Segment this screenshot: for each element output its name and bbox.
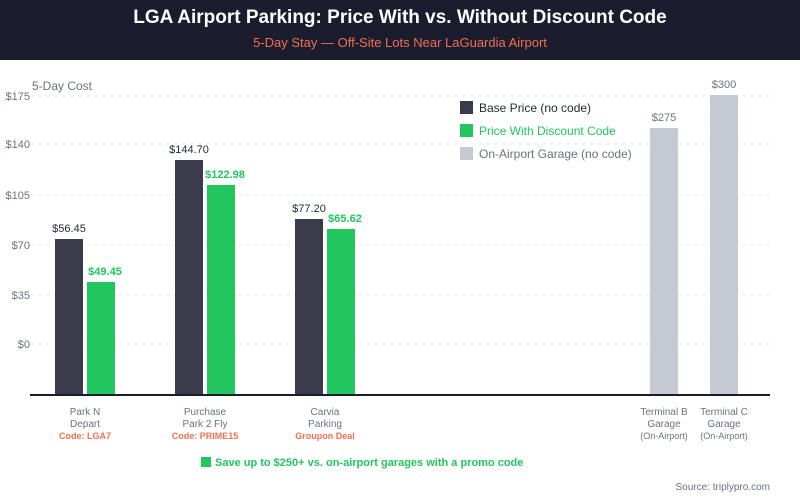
x-tick-note: (On-Airport) — [640, 431, 688, 441]
legend-label: On-Airport Garage (no code) — [479, 147, 632, 161]
bar-base-price — [175, 160, 203, 395]
annotation-swatch — [201, 457, 211, 467]
x-tick-note: Code: PRIME15 — [172, 431, 239, 441]
x-tick-label: Terminal C — [700, 407, 748, 418]
y-tick-label: $35 — [12, 290, 30, 302]
x-tick-note: Groupon Deal — [295, 431, 355, 441]
legend-label: Base Price (no code) — [479, 101, 591, 115]
data-label-base: $144.70 — [169, 144, 209, 156]
x-tick-label: Parking — [308, 419, 342, 430]
x-tick-label: Carvia — [311, 407, 340, 418]
x-tick-label: Terminal B — [640, 407, 688, 418]
legend-swatch — [460, 124, 473, 137]
bar-airport-garage — [650, 128, 678, 395]
y-tick-label: $70 — [12, 240, 30, 252]
bar-base-price — [55, 239, 83, 395]
legend-label: Price With Discount Code — [479, 124, 616, 138]
data-label-base: $77.20 — [292, 203, 326, 215]
chart-title: LGA Airport Parking: Price With vs. With… — [133, 7, 667, 28]
chart-header: LGA Airport Parking: Price With vs. With… — [0, 0, 800, 60]
legend-swatch — [460, 147, 473, 160]
data-label-airport: $275 — [652, 112, 676, 124]
x-tick-label: Garage — [647, 419, 681, 430]
x-tick-label: Park N — [70, 407, 101, 418]
x-tick-label: Park 2 Fly — [182, 419, 227, 430]
data-label-discount: $122.98 — [205, 169, 245, 181]
chart-subtitle: 5-Day Stay — Off-Site Lots Near LaGuardi… — [253, 35, 547, 50]
x-tick-label: Purchase — [184, 407, 227, 418]
y-tick-label: $140 — [6, 139, 30, 151]
data-label-base: $56.45 — [52, 223, 86, 235]
bar-discount-price — [87, 282, 115, 395]
x-tick-note: (On-Airport) — [700, 431, 748, 441]
annotation-text: Save up to $250+ vs. on-airport garages … — [215, 457, 523, 469]
x-tick-label: Depart — [70, 419, 100, 430]
y-axis-label: 5-Day Cost — [32, 79, 93, 93]
y-tick-label: $175 — [6, 91, 30, 103]
legend-swatch — [460, 101, 473, 114]
bar-discount-price — [327, 229, 355, 395]
x-tick-note: Code: LGA7 — [59, 431, 111, 441]
source-text: Source: triplypro.com — [676, 482, 770, 493]
bar-base-price — [295, 219, 323, 395]
bar-airport-garage — [710, 95, 738, 395]
data-label-discount: $49.45 — [88, 266, 122, 278]
y-tick-label: $105 — [6, 190, 30, 202]
data-label-discount: $65.62 — [328, 213, 362, 225]
data-label-airport: $300 — [712, 79, 736, 91]
bar-discount-price — [207, 185, 235, 395]
x-tick-label: Garage — [707, 419, 741, 430]
y-tick-label: $0 — [18, 339, 30, 351]
